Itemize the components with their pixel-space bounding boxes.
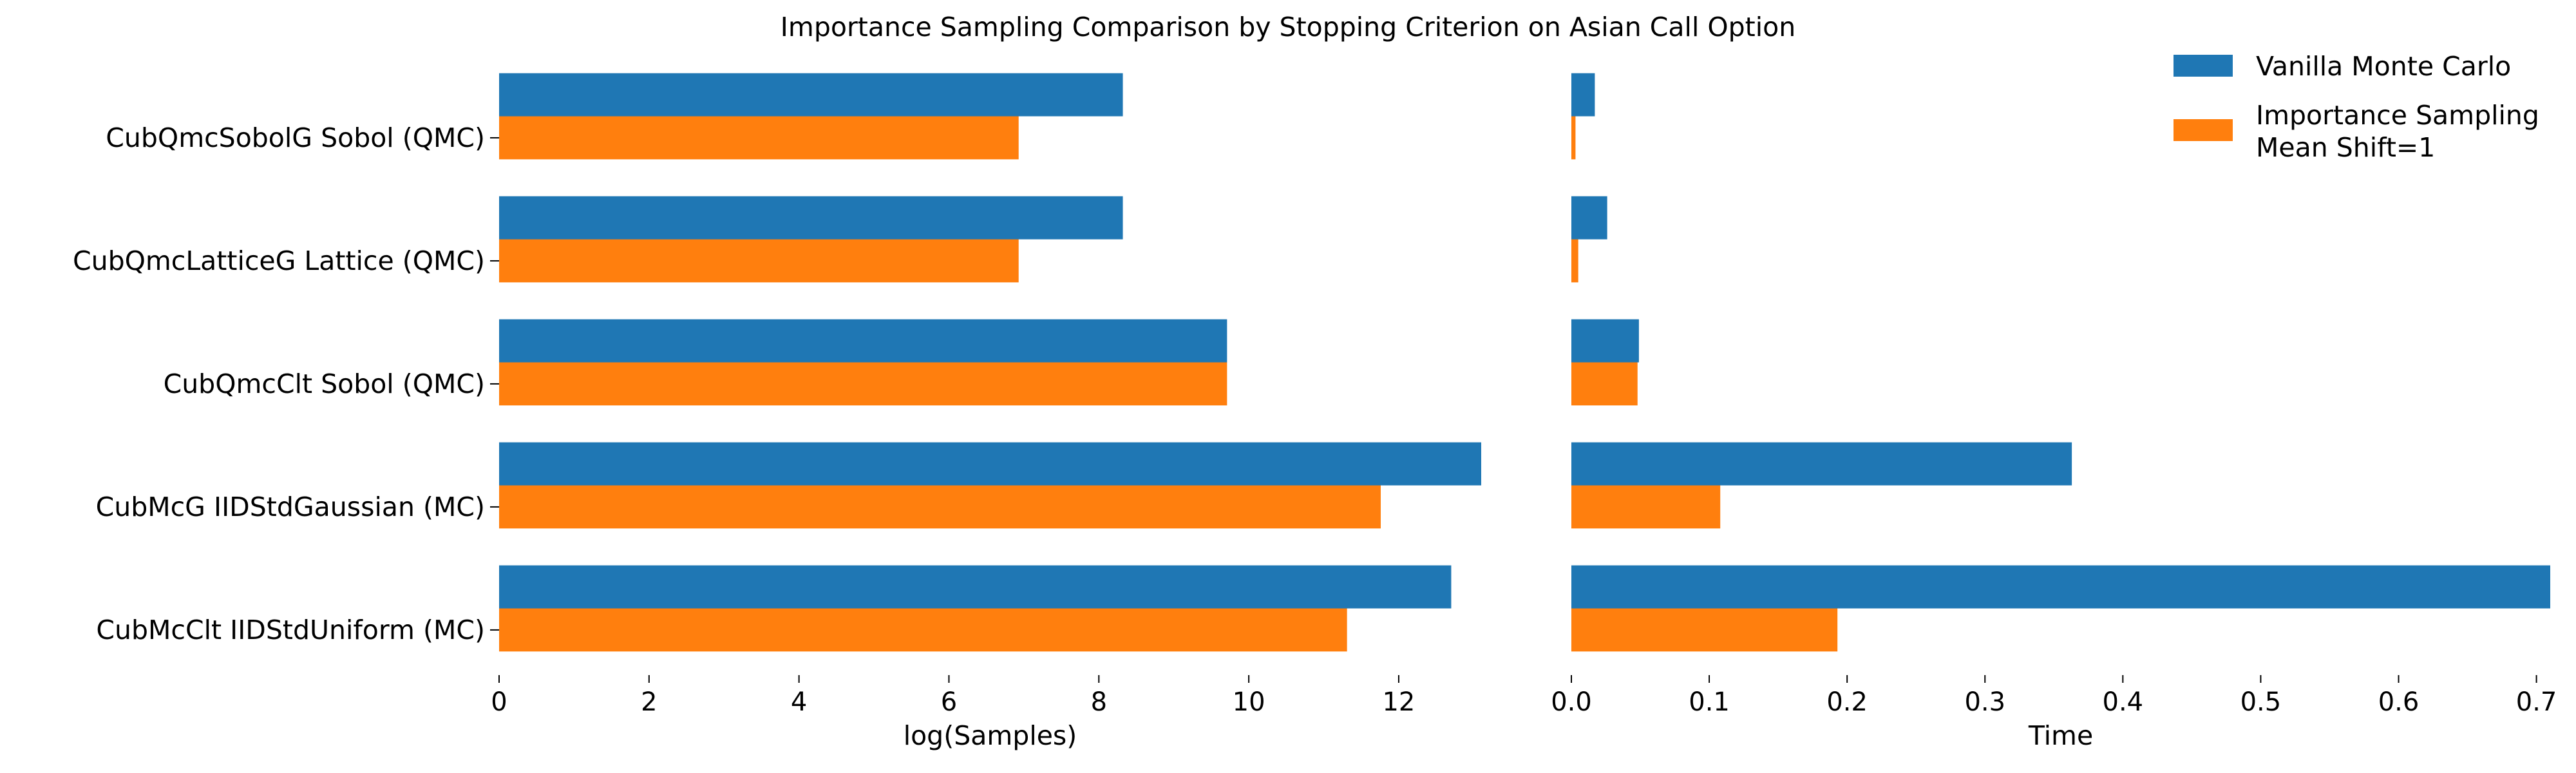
legend-swatch-2 <box>2174 119 2233 141</box>
x-tick-label: 6 <box>941 687 957 717</box>
bar-cubmcclt-iidstduniform-mc-importance <box>499 608 1347 652</box>
x-tick-label: 0.1 <box>1689 687 1730 717</box>
legend-swatch-1 <box>2174 55 2233 77</box>
x-tick-label: 0.4 <box>2103 687 2144 717</box>
bar-cubmcclt-iidstduniform-mc-vanilla <box>499 565 1452 609</box>
x-tick-label: 0.2 <box>1826 687 1868 717</box>
x-tick-label: 0.7 <box>2516 687 2557 717</box>
x-tick-label: 0 <box>491 687 507 717</box>
bar-cubmcg-iidstdgaussian-mc-importance <box>1571 485 1721 529</box>
x-tick-label: 0.3 <box>1964 687 2005 717</box>
chart-title: Importance Sampling Comparison by Stoppi… <box>781 12 1795 43</box>
bar-cubqmclatticeg-lattice-qmc-vanilla <box>1571 196 1607 240</box>
panel-2: 0.0 0.1 0.2 0.3 0.4 0.5 0.6 0.7 Time <box>1551 73 2557 751</box>
category-label: CubQmcClt Sobol (QMC) <box>164 368 485 399</box>
bar-cubqmcclt-sobol-qmc-vanilla <box>499 319 1227 363</box>
x-tick-label: 4 <box>791 687 807 717</box>
bar-cubqmcclt-sobol-qmc-vanilla <box>1571 319 1639 363</box>
x-tick-label: 0.5 <box>2240 687 2282 717</box>
legend-label-2: Importance Sampling Mean Shift=1 <box>2256 100 2539 163</box>
panel-1: 0 2 4 6 8 10 12 log(Samples) CubQmcSobolG Sobol … <box>73 73 1481 751</box>
bar-cubmcg-iidstdgaussian-mc-vanilla <box>1571 442 2072 486</box>
bar-cubmcclt-iidstduniform-mc-vanilla <box>1571 565 2550 609</box>
x-axis-label: log(Samples) <box>904 720 1077 751</box>
bar-cubqmcclt-sobol-qmc-importance <box>499 362 1227 406</box>
bar-cubmcg-iidstdgaussian-mc-importance <box>499 485 1381 529</box>
category-label: CubMcClt IIDStdUniform (MC) <box>96 615 485 645</box>
legend-label-1: Vanilla Monte Carlo <box>2256 51 2511 82</box>
x-tick-label: 12 <box>1382 687 1415 717</box>
bar-cubqmclatticeg-lattice-qmc-importance <box>1571 239 1578 283</box>
x-tick-label: 2 <box>641 687 657 717</box>
chart-legend: Vanilla Monte Carlo Importance Sampling Me… <box>2174 51 2539 163</box>
bar-cubqmcsobolg-sobol-qmc-vanilla <box>499 73 1123 117</box>
bar-cubqmcsobolg-sobol-qmc-importance <box>1571 116 1576 160</box>
bar-cubqmclatticeg-lattice-qmc-vanilla <box>499 196 1123 240</box>
x-tick-label: 10 <box>1233 687 1265 717</box>
category-label: CubMcG IIDStdGaussian (MC) <box>96 491 485 522</box>
bar-cubmcclt-iidstduniform-mc-importance <box>1571 608 1838 652</box>
category-label: CubQmcLatticeG Lattice (QMC) <box>73 245 485 276</box>
bar-cubqmcsobolg-sobol-qmc-vanilla <box>1571 73 1595 117</box>
category-label: CubQmcSobolG Sobol (QMC) <box>106 122 485 153</box>
x-axis-label: Time <box>2028 720 2093 751</box>
chart-panels: 0 2 4 6 8 10 12 log(Samples) CubQmcSobolG Sobol … <box>73 73 2557 751</box>
x-tick-label: 8 <box>1091 687 1107 717</box>
x-tick-label: 0.6 <box>2378 687 2420 717</box>
bar-cubmcg-iidstdgaussian-mc-vanilla <box>499 442 1481 486</box>
bar-cubqmclatticeg-lattice-qmc-importance <box>499 239 1019 283</box>
x-tick-label: 0.0 <box>1551 687 1592 717</box>
bar-cubqmcclt-sobol-qmc-importance <box>1571 362 1638 406</box>
bar-cubqmcsobolg-sobol-qmc-importance <box>499 116 1019 160</box>
